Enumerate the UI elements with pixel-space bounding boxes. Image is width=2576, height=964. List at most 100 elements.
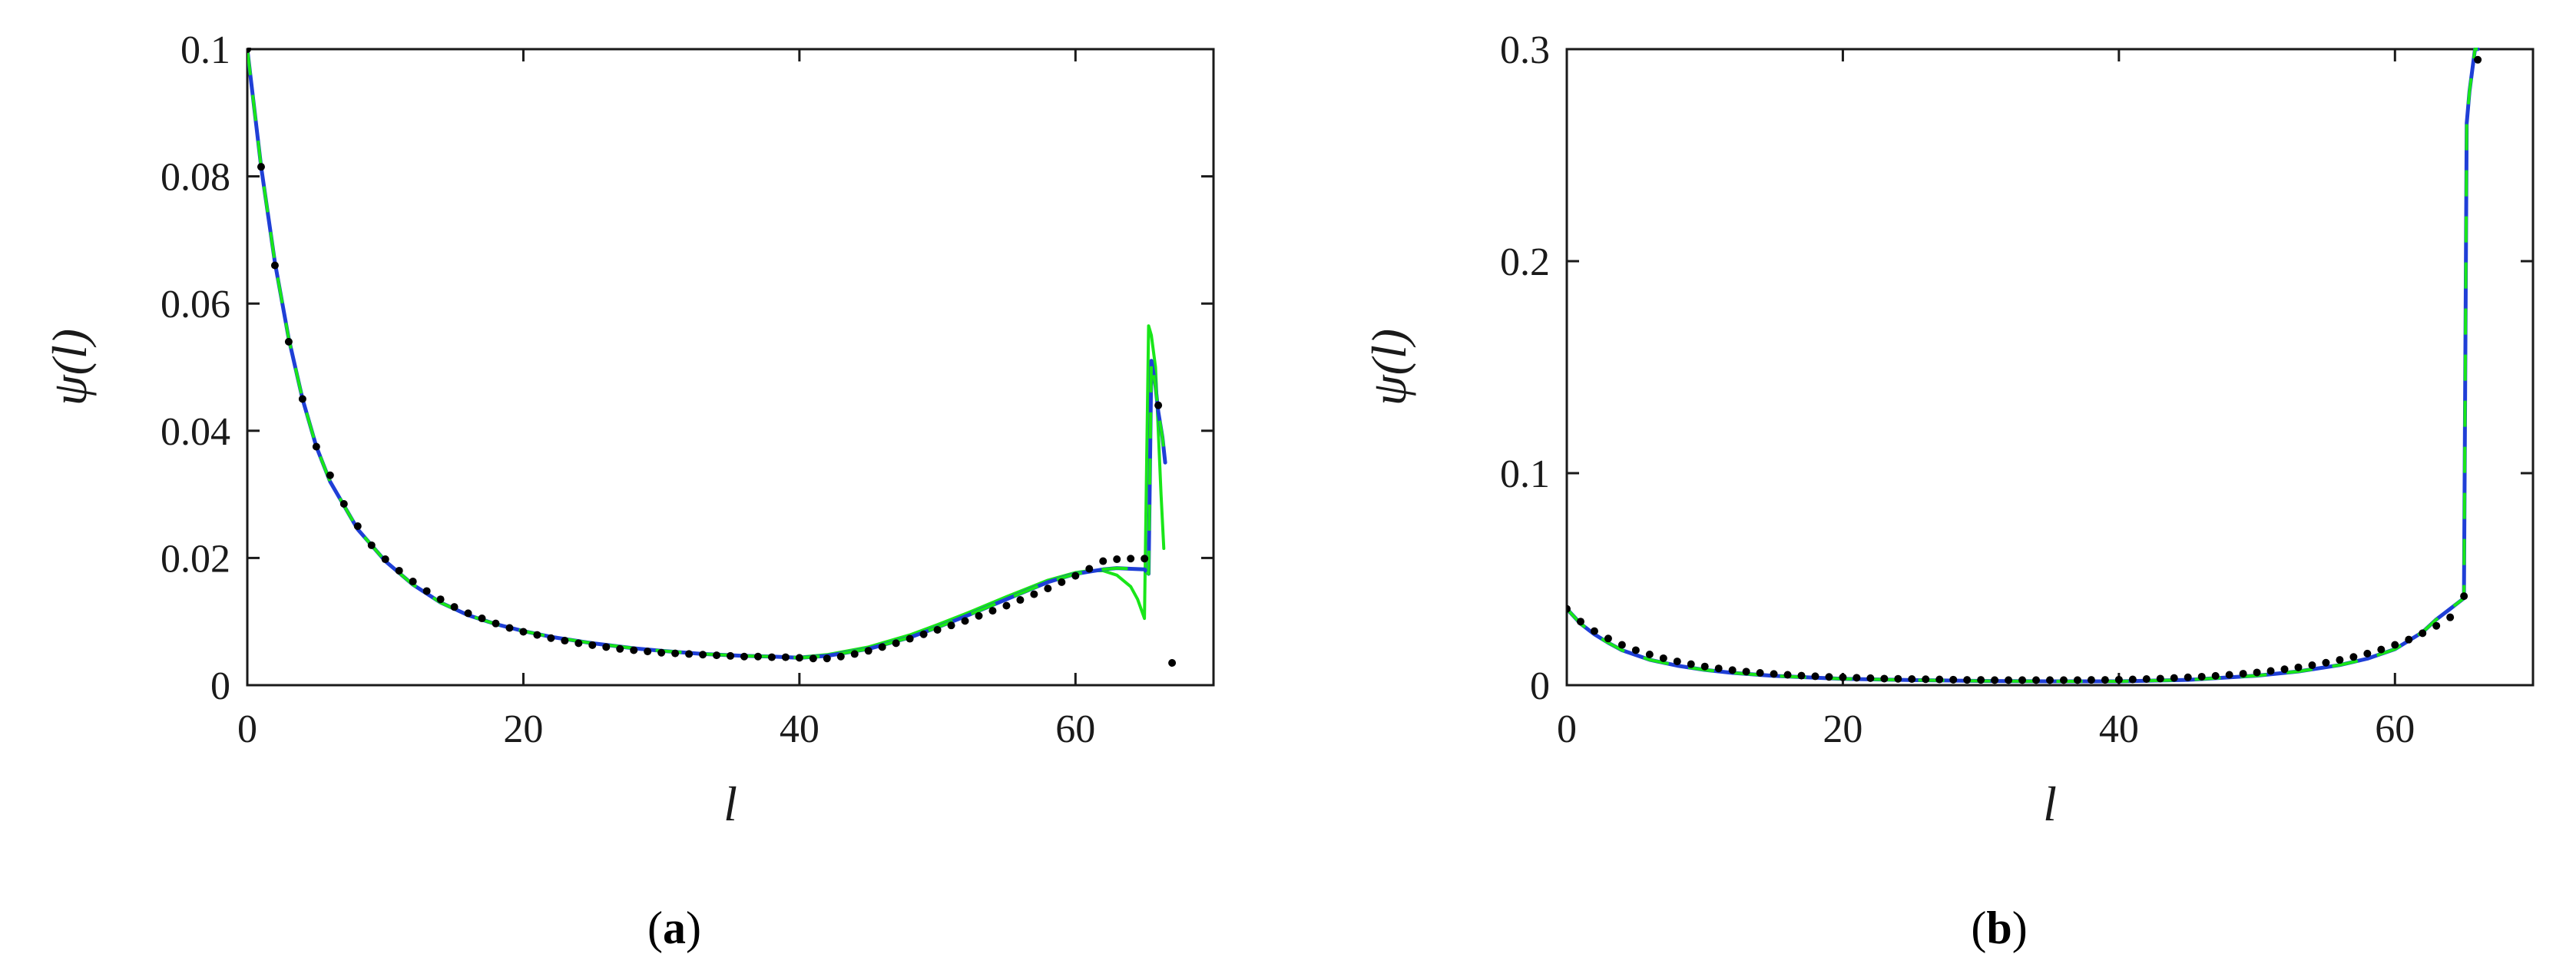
data-point: [1742, 668, 1750, 676]
data-point: [2349, 653, 2358, 661]
data-point: [1085, 565, 1094, 573]
data-point: [781, 653, 790, 661]
panel-label: (b): [1971, 903, 2027, 953]
data-point: [2474, 55, 2482, 64]
x-axis-label: l: [723, 777, 737, 831]
series-line-green: [247, 48, 1166, 659]
data-point: [630, 646, 638, 654]
data-point: [1127, 555, 1135, 563]
data-point: [1044, 585, 1052, 593]
data-point: [1673, 658, 1681, 666]
panel-a: 0 20 40 60 0 0.02 0.04 0.06 0.08 0.1 l ψ(l) (a): [42, 28, 1215, 953]
data-point: [1617, 641, 1626, 649]
data-point: [947, 621, 955, 630]
x-tick-label: 20: [503, 707, 543, 751]
data-point: [767, 653, 776, 661]
data-point: [685, 650, 694, 658]
y-tick-label: 0.1: [180, 28, 230, 72]
x-tick-label: 40: [2099, 707, 2139, 751]
data-point: [1811, 672, 1819, 681]
data-point: [713, 651, 721, 660]
series-line-blue: [1567, 48, 2480, 684]
data-point: [1977, 676, 1985, 684]
data-point: [284, 337, 293, 346]
data-point: [2405, 635, 2413, 644]
y-tick-label: 0.3: [1500, 28, 1550, 72]
data-point: [326, 471, 334, 479]
data-point: [2336, 656, 2344, 664]
data-point: [519, 628, 528, 636]
data-point: [740, 652, 748, 661]
data-point: [1714, 664, 1723, 673]
data-point: [1058, 578, 1066, 586]
data-point: [644, 648, 652, 656]
data-point: [2432, 621, 2441, 630]
data-point: [1853, 674, 1861, 682]
data-point: [864, 647, 872, 655]
data-point: [906, 634, 914, 643]
series-group: [247, 48, 1177, 668]
data-point: [1949, 675, 1958, 684]
data-point: [1645, 650, 1654, 658]
data-point: [409, 578, 417, 586]
y-tick-label: 0.06: [161, 283, 230, 326]
data-point: [395, 566, 403, 575]
data-point: [1783, 671, 1792, 679]
data-point: [795, 654, 803, 662]
data-point: [699, 651, 707, 659]
data-point: [2197, 672, 2206, 681]
y-tick-label: 0: [1530, 664, 1550, 708]
data-point: [1576, 618, 1584, 626]
data-point: [367, 541, 376, 549]
data-point: [1590, 627, 1598, 635]
data-point: [2225, 671, 2233, 679]
data-point: [2032, 676, 2041, 684]
x-tick-label: 0: [237, 707, 257, 751]
data-point: [1700, 662, 1709, 671]
data-point: [1154, 401, 1163, 409]
x-tick-label: 20: [1823, 707, 1862, 751]
data-point: [2391, 641, 2399, 649]
data-point: [450, 603, 459, 611]
data-point: [2446, 613, 2455, 621]
data-point: [975, 611, 983, 620]
data-point: [422, 587, 431, 595]
data-point: [616, 644, 624, 653]
data-point: [1141, 555, 1149, 563]
y-axis-label: ψ(l): [1362, 329, 1416, 406]
data-point: [1168, 659, 1177, 668]
data-point: [2211, 671, 2220, 680]
data-point: [1687, 660, 1695, 668]
data-point: [2073, 676, 2081, 684]
plot-frame: [1565, 48, 2535, 687]
data-point: [257, 163, 265, 171]
data-point: [1963, 676, 1972, 684]
data-point: [588, 641, 597, 649]
panel-label: (a): [647, 903, 701, 953]
data-point: [1756, 668, 1764, 677]
data-point: [1567, 605, 1571, 613]
data-point: [2059, 676, 2068, 684]
data-point: [1071, 571, 1080, 580]
data-point: [2142, 674, 2151, 683]
data-point: [505, 624, 514, 632]
data-point: [2128, 675, 2137, 684]
series-line-blue: [247, 48, 1167, 660]
data-point: [1991, 676, 1999, 684]
data-point: [2101, 676, 2109, 684]
x-tick-label: 40: [780, 707, 819, 751]
data-point: [1825, 673, 1833, 681]
series-line-green-dashed: [247, 48, 1167, 660]
data-point: [850, 650, 859, 658]
data-point: [2460, 592, 2468, 601]
data-point: [574, 639, 583, 648]
data-point: [2156, 674, 2164, 683]
y-tick-label: 0: [210, 664, 230, 708]
data-point: [436, 595, 445, 604]
y-tick-label: 0.2: [1500, 240, 1550, 284]
x-tick-label: 60: [1055, 707, 1095, 751]
data-point: [878, 643, 886, 651]
data-point: [2377, 645, 2386, 654]
data-point: [1935, 675, 1944, 684]
